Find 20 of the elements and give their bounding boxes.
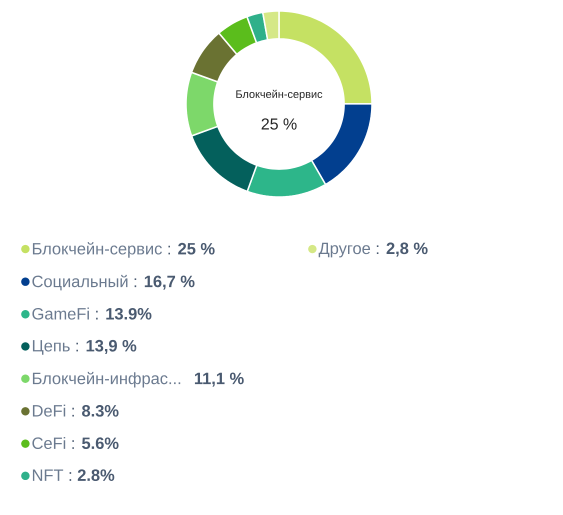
- legend-label: CeFi: [32, 436, 66, 450]
- legend-label: GameFi: [32, 308, 89, 320]
- data-label: : 25 %: [168, 242, 215, 255]
- data-label: : 13.9%: [96, 308, 152, 320]
- data-label: : 2,8 %: [376, 242, 428, 257]
- data-label: : 5.6%: [72, 437, 119, 450]
- legend-label: DeFi: [32, 404, 66, 417]
- text: Блокчейн-сервис: [236, 90, 322, 100]
- text: 25 %: [262, 118, 297, 130]
- legend-label: Социальный: [32, 274, 128, 290]
- legend-label: Цепь: [32, 340, 70, 355]
- data-label: : 8.3%: [72, 405, 119, 417]
- data-label: 11,1 %: [194, 372, 244, 387]
- data-label: : 13,9 %: [76, 340, 136, 354]
- legend-label: Блокчейн-сервис: [32, 242, 162, 258]
- data-label: : 16,7 %: [134, 276, 195, 290]
- data-label: : 2.8%: [70, 469, 114, 481]
- legend-label: Другое: [318, 242, 370, 258]
- legend-label: NFT: [32, 470, 64, 481]
- legend-label: Блокчейн-инфрас...: [32, 372, 180, 388]
